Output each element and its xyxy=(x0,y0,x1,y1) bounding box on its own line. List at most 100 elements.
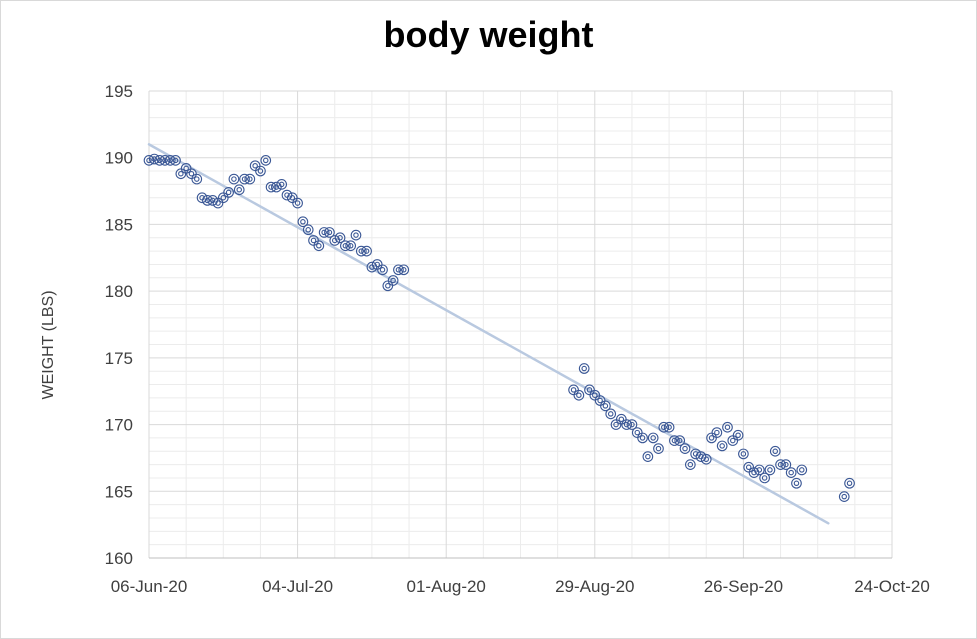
data-point xyxy=(621,419,632,430)
data-point-inner-ring xyxy=(745,464,752,471)
data-point-inner-ring xyxy=(788,469,794,476)
data-point xyxy=(255,165,266,177)
data-point-inner-ring xyxy=(167,157,173,164)
data-point-inner-ring xyxy=(634,429,641,436)
data-point-inner-ring xyxy=(178,170,184,177)
data-point-inner-ring xyxy=(241,176,248,182)
data-point xyxy=(233,184,245,196)
data-point xyxy=(722,421,733,433)
data-point xyxy=(727,435,739,446)
data-point xyxy=(732,429,744,441)
data-point-outer-ring xyxy=(233,184,245,196)
data-point xyxy=(658,421,670,433)
data-point-outer-ring xyxy=(716,440,728,452)
data-point-outer-ring xyxy=(324,227,335,238)
x-tick-label: 29-Aug-20 xyxy=(555,577,634,596)
data-point xyxy=(605,408,617,420)
data-point xyxy=(780,459,792,470)
data-point-outer-ring xyxy=(398,264,410,276)
data-point-outer-ring xyxy=(769,445,781,457)
data-point xyxy=(764,464,776,476)
data-point xyxy=(631,427,643,438)
data-point-inner-ring xyxy=(236,186,242,193)
data-point-inner-ring xyxy=(395,267,402,273)
data-point xyxy=(345,240,357,252)
data-point-outer-ring xyxy=(568,384,579,396)
data-point-outer-ring xyxy=(249,160,261,172)
data-point-inner-ring xyxy=(374,261,380,268)
data-point-inner-ring xyxy=(597,397,603,404)
data-point-inner-ring xyxy=(385,283,391,289)
data-point-outer-ring xyxy=(653,443,664,454)
data-point-inner-ring xyxy=(294,200,301,206)
data-point-outer-ring xyxy=(573,389,585,401)
data-point xyxy=(249,160,261,172)
data-point-inner-ring xyxy=(719,443,725,449)
data-point-outer-ring xyxy=(276,179,288,190)
y-tick-label: 180 xyxy=(105,282,133,301)
data-point xyxy=(796,464,808,476)
data-point-inner-ring xyxy=(220,194,227,201)
data-point-inner-ring xyxy=(618,416,625,422)
data-point xyxy=(716,440,728,452)
data-point-outer-ring xyxy=(292,197,303,209)
data-point-inner-ring xyxy=(321,229,327,236)
data-point-inner-ring xyxy=(215,200,221,206)
data-point xyxy=(318,227,330,238)
data-point-outer-ring xyxy=(631,427,643,438)
data-point-inner-ring xyxy=(188,170,195,177)
data-point xyxy=(265,181,277,193)
data-point-inner-ring xyxy=(799,467,805,473)
data-point-inner-ring xyxy=(761,475,768,481)
data-point xyxy=(387,275,399,286)
data-point-inner-ring xyxy=(194,176,200,182)
data-point-inner-ring xyxy=(390,277,396,284)
data-point-outer-ring xyxy=(228,173,240,185)
data-point-inner-ring xyxy=(645,453,651,460)
y-tick-label: 165 xyxy=(105,482,133,501)
data-point-inner-ring xyxy=(841,493,847,500)
data-point-inner-ring xyxy=(629,421,635,428)
data-point-outer-ring xyxy=(212,197,224,209)
data-point-outer-ring xyxy=(260,155,272,166)
data-point xyxy=(615,413,627,425)
data-point xyxy=(637,432,648,444)
data-point-outer-ring xyxy=(334,232,346,244)
data-point-inner-ring xyxy=(576,392,582,398)
data-point xyxy=(191,173,203,185)
data-point-outer-ring xyxy=(239,173,250,185)
data-point xyxy=(260,155,272,166)
data-point-outer-ring xyxy=(302,224,314,236)
data-point-outer-ring xyxy=(159,155,171,166)
data-point xyxy=(769,445,781,457)
data-point-inner-ring xyxy=(310,237,317,244)
data-point-inner-ring xyxy=(300,219,306,225)
data-point-outer-ring xyxy=(615,413,627,425)
data-point-inner-ring xyxy=(735,432,741,438)
data-point-outer-ring xyxy=(382,280,394,292)
data-point-inner-ring xyxy=(379,267,386,273)
data-point-outer-ring xyxy=(791,477,802,489)
data-point-inner-ring xyxy=(592,392,598,398)
data-point xyxy=(700,453,712,465)
data-point xyxy=(143,155,155,166)
data-point-outer-ring xyxy=(785,467,797,478)
data-point xyxy=(844,477,855,489)
data-point xyxy=(159,155,171,166)
data-point-outer-ring xyxy=(148,153,160,165)
data-point xyxy=(202,195,213,206)
data-point xyxy=(170,155,181,166)
data-point xyxy=(313,240,325,252)
data-point-inner-ring xyxy=(703,456,709,463)
data-point-inner-ring xyxy=(172,157,179,164)
data-point xyxy=(738,448,749,460)
data-point-inner-ring xyxy=(363,248,370,254)
data-point-outer-ring xyxy=(223,187,234,198)
data-point-inner-ring xyxy=(793,480,800,487)
data-point xyxy=(398,264,410,276)
data-point xyxy=(775,459,786,470)
data-point xyxy=(753,464,765,476)
data-point-inner-ring xyxy=(655,445,662,452)
data-point-inner-ring xyxy=(730,437,736,444)
